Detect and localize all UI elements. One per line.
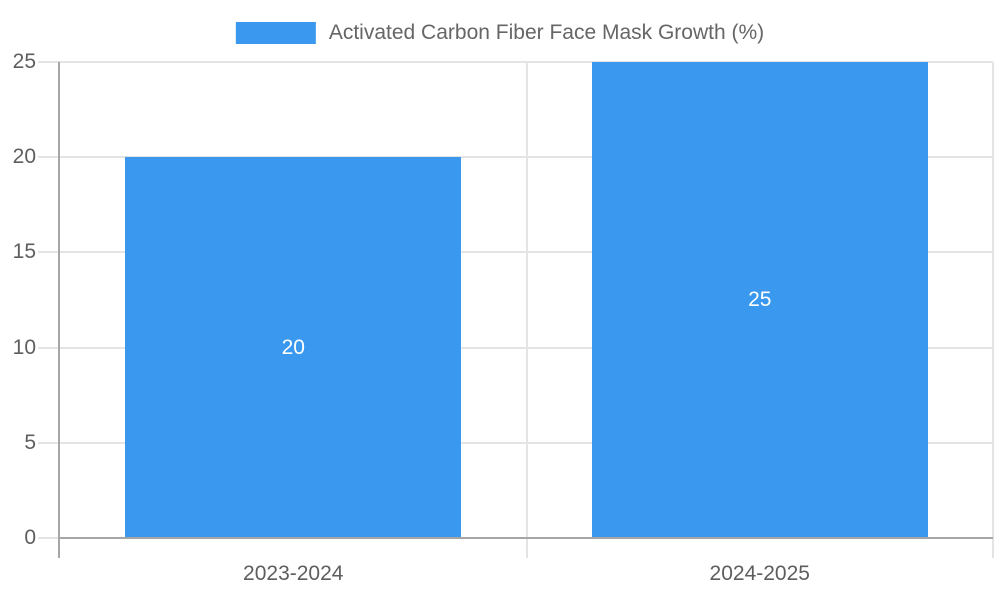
bar-2024-2025[interactable]	[591, 62, 928, 538]
y-axis-tick-label: 5	[24, 430, 36, 454]
y-axis-tick-label: 15	[12, 240, 36, 264]
bar-value-label: 20	[281, 335, 305, 359]
y-gridline	[38, 251, 993, 254]
y-gridline	[38, 61, 993, 63]
y-gridline	[38, 441, 993, 444]
bar-value-label: 25	[748, 288, 772, 311]
y-gridline	[38, 156, 993, 159]
y-axis-tick-label: 10	[12, 335, 36, 359]
x-axis-line	[58, 537, 993, 539]
legend-swatch-icon	[235, 22, 316, 44]
y-gridline	[38, 346, 993, 349]
y-axis-line	[58, 62, 60, 558]
x-axis-tick-label: 2023-2024	[243, 562, 344, 585]
y-axis-tick-label: 20	[12, 145, 36, 169]
x-gridline	[525, 62, 528, 558]
y-axis-tick-label: 0	[24, 526, 36, 549]
x-gridline	[992, 62, 994, 558]
legend[interactable]: Activated Carbon Fiber Face Mask Growth …	[235, 21, 765, 44]
x-axis-tick-label: 2024-2025	[709, 562, 810, 585]
plot-area: 20 25	[38, 61, 994, 558]
y-axis-tick-label: 25	[12, 50, 36, 73]
legend-label: Activated Carbon Fiber Face Mask Growth …	[328, 21, 765, 44]
bar-2023-2024[interactable]	[125, 157, 462, 538]
